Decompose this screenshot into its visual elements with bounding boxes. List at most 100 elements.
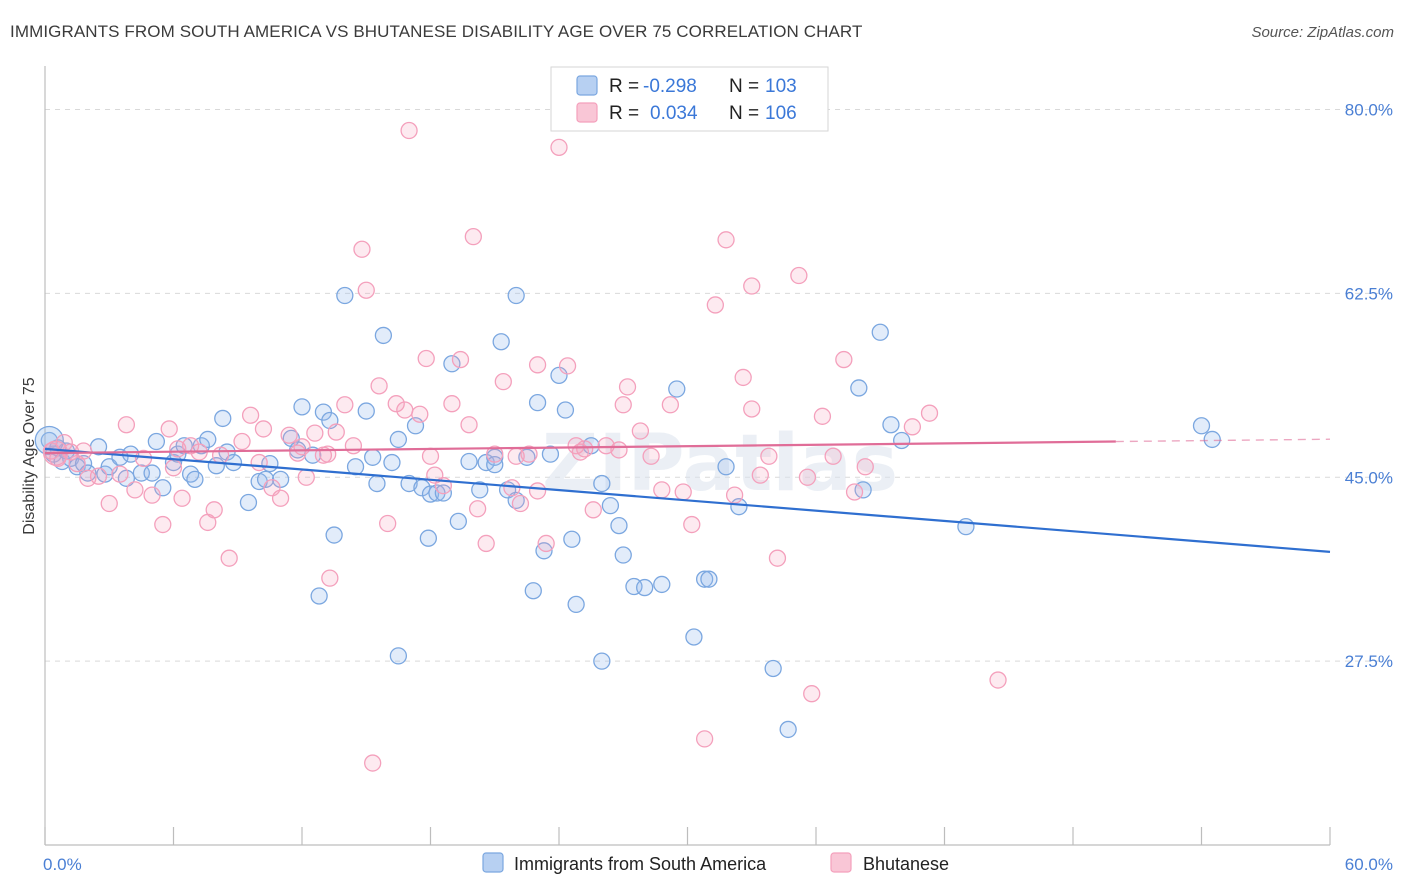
point-immigrants (882, 416, 900, 434)
legend-r-label-2: R = (609, 103, 639, 124)
point-immigrants (186, 470, 204, 489)
point-immigrants (368, 474, 386, 493)
point-bhutanese (725, 486, 744, 504)
point-bhutanese (734, 368, 752, 387)
point-bhutanese (768, 549, 787, 567)
point-immigrants (357, 402, 375, 420)
point-bhutanese (653, 481, 671, 499)
x-tick-label-min: 0.0% (43, 855, 82, 874)
point-immigrants (541, 445, 560, 463)
point-bhutanese (297, 468, 315, 486)
point-bhutanese (211, 446, 230, 464)
legend-n-label-1: N = (729, 76, 759, 97)
point-bhutanese (293, 438, 311, 456)
point-bhutanese (920, 404, 939, 422)
point-immigrants (143, 464, 161, 482)
point-bhutanese (477, 534, 495, 553)
point-bhutanese (464, 228, 482, 246)
point-bhutanese (618, 378, 637, 396)
point-immigrants (364, 448, 382, 466)
point-immigrants (199, 430, 217, 449)
point-bhutanese (111, 465, 129, 483)
point-bhutanese (528, 482, 547, 500)
point-bhutanese (387, 395, 405, 413)
y-tick-label: 27.5% (1345, 652, 1393, 671)
trend-line-bhutanese (44, 440, 1116, 455)
point-bhutanese (370, 377, 388, 395)
point-bhutanese (584, 501, 602, 519)
point-bhutanese (760, 447, 778, 465)
point-bhutanese (417, 349, 435, 368)
y-tick-label: 80.0% (1345, 101, 1393, 120)
point-immigrants (147, 432, 166, 451)
point-bhutanese (631, 422, 650, 440)
point-bhutanese (468, 500, 487, 518)
point-bhutanese (597, 437, 615, 455)
point-immigrants (563, 530, 581, 548)
point-bhutanese (903, 418, 922, 436)
legend-n-value-2: 106 (765, 103, 797, 124)
point-bhutanese (364, 754, 382, 772)
legend-swatch-pink (576, 102, 598, 123)
point-immigrants (325, 526, 343, 544)
point-immigrants (419, 529, 438, 547)
trend-lines (44, 438, 1331, 553)
series-immigrants-points (34, 286, 1221, 739)
point-bhutanese (507, 447, 525, 465)
point-bhutanese (400, 121, 418, 140)
point-bhutanese (695, 730, 714, 748)
point-immigrants (717, 458, 735, 476)
point-bhutanese (164, 459, 183, 477)
point-bhutanese (154, 515, 172, 534)
legend-r-value-1: -0.298 (643, 76, 697, 97)
chart-title: IMMIGRANTS FROM SOUTH AMERICA VS BHUTANE… (10, 22, 863, 41)
point-bhutanese (160, 420, 178, 438)
point-bhutanese (835, 350, 853, 369)
point-immigrants (957, 517, 975, 536)
point-immigrants (492, 333, 510, 351)
point-immigrants (593, 474, 611, 493)
point-immigrants (556, 401, 575, 419)
point-bhutanese (537, 534, 555, 553)
point-immigrants (1192, 417, 1211, 435)
point-immigrants (471, 481, 489, 499)
gridlines (45, 109, 1393, 662)
point-bhutanese (220, 549, 238, 567)
point-immigrants (685, 628, 703, 646)
point-bhutanese (642, 447, 660, 465)
point-bhutanese (751, 466, 769, 484)
point-bhutanese (528, 356, 547, 374)
series-legend: Immigrants from South America Bhutanese (482, 852, 949, 874)
point-bhutanese (173, 489, 191, 507)
point-immigrants (443, 355, 461, 373)
point-bhutanese (321, 569, 339, 587)
point-immigrants (421, 485, 440, 503)
point-immigrants (507, 286, 525, 305)
legend-n-value-1: 103 (765, 76, 797, 97)
point-bhutanese (233, 432, 251, 451)
point-bhutanese (79, 469, 97, 487)
point-bhutanese (614, 396, 632, 414)
point-bhutanese (683, 515, 701, 534)
point-bhutanese (357, 281, 375, 299)
point-bhutanese (813, 407, 832, 425)
x-tick-label-max: 60.0% (1345, 855, 1393, 874)
point-immigrants (653, 575, 671, 594)
point-bhutanese (661, 396, 680, 414)
point-bhutanese (205, 501, 223, 519)
point-immigrants (449, 512, 467, 531)
point-bhutanese (803, 685, 821, 703)
point-bhutanese (856, 458, 874, 476)
series-legend-label-2: Bhutanese (863, 854, 949, 874)
point-bhutanese (443, 395, 461, 413)
point-bhutanese (89, 467, 108, 485)
point-immigrants (614, 546, 632, 564)
legend-n-label-2: N = (729, 103, 759, 124)
point-bhutanese (798, 468, 817, 486)
point-immigrants (764, 659, 782, 678)
point-immigrants (310, 587, 328, 605)
point-bhutanese (344, 437, 363, 455)
point-bhutanese (717, 231, 735, 249)
point-bhutanese (511, 494, 530, 513)
point-bhutanese (674, 483, 692, 501)
